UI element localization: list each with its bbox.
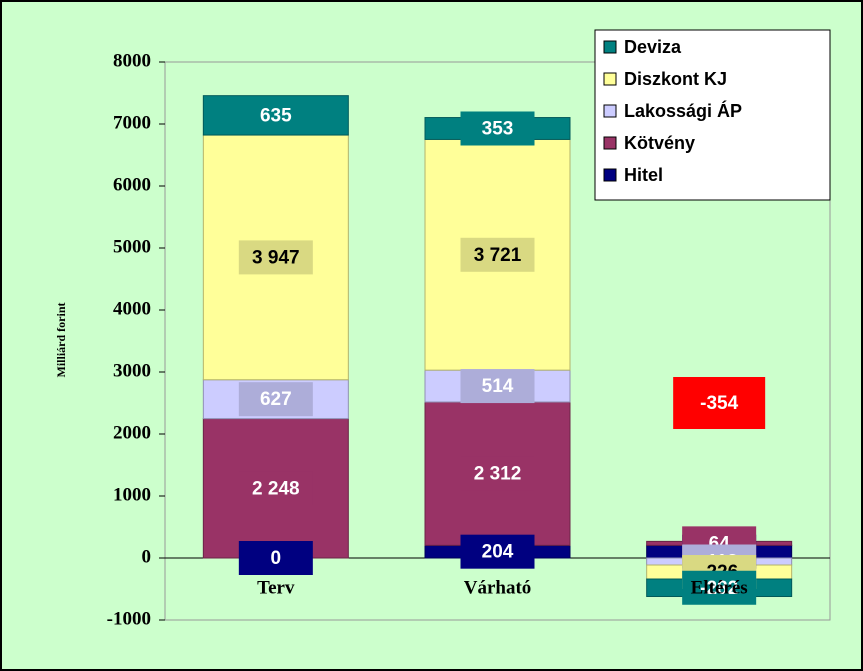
x-tick-label: Terv: [257, 577, 295, 598]
legend-label: Hitel: [624, 165, 663, 185]
data-label-box: [460, 237, 535, 272]
y-tick-label: -1000: [107, 608, 151, 629]
data-label-box: [238, 240, 313, 275]
data-label: 627: [260, 389, 292, 410]
y-tick-label: 6000: [113, 174, 151, 195]
y-tick-label: 7000: [113, 112, 151, 133]
data-label: -282: [700, 578, 738, 599]
annotation-box: [673, 377, 766, 429]
legend-swatch: [603, 168, 617, 182]
data-label-box: [682, 570, 757, 605]
data-label: 0: [271, 548, 282, 569]
data-label: 353: [482, 119, 514, 140]
legend-swatch: [603, 104, 617, 118]
legend-label: Diszkont KJ: [624, 69, 727, 89]
data-label-box: [460, 369, 535, 404]
data-label: 204: [482, 542, 514, 563]
data-label-box: [460, 456, 535, 491]
y-tick-label: 3000: [113, 360, 151, 381]
data-label-box: [238, 471, 313, 506]
data-label-box: [238, 541, 313, 575]
data-label: 3 947: [252, 247, 300, 268]
y-tick-label: 8000: [113, 50, 151, 71]
legend-label: Kötvény: [624, 133, 695, 153]
data-label: 635: [260, 105, 292, 126]
legend-label: Lakossági ÁP: [624, 100, 742, 121]
legend-label: Deviza: [624, 37, 682, 57]
data-label: 3 721: [474, 245, 522, 266]
y-tick-label: 2000: [113, 422, 151, 443]
y-tick-label: 0: [142, 546, 152, 567]
y-axis-label: Milliárd forint: [54, 303, 68, 378]
y-tick-label: 1000: [113, 484, 151, 505]
data-label: 2 312: [474, 464, 522, 485]
legend-swatch: [603, 40, 617, 54]
legend-swatch: [603, 72, 617, 86]
y-tick-label: 4000: [113, 298, 151, 319]
data-label: 514: [482, 376, 514, 397]
data-label-box: [238, 382, 313, 417]
legend-swatch: [603, 136, 617, 150]
y-tick-label: 5000: [113, 236, 151, 257]
x-tick-label: Várható: [464, 577, 532, 598]
legend-box: [594, 29, 831, 201]
data-label-box: [460, 534, 535, 569]
x-tick-label: Eltérés: [691, 577, 748, 598]
data-label-box: [460, 111, 535, 146]
annotation: -354: [700, 393, 738, 414]
data-label: 2 248: [252, 478, 300, 499]
data-label-box: [238, 98, 313, 133]
